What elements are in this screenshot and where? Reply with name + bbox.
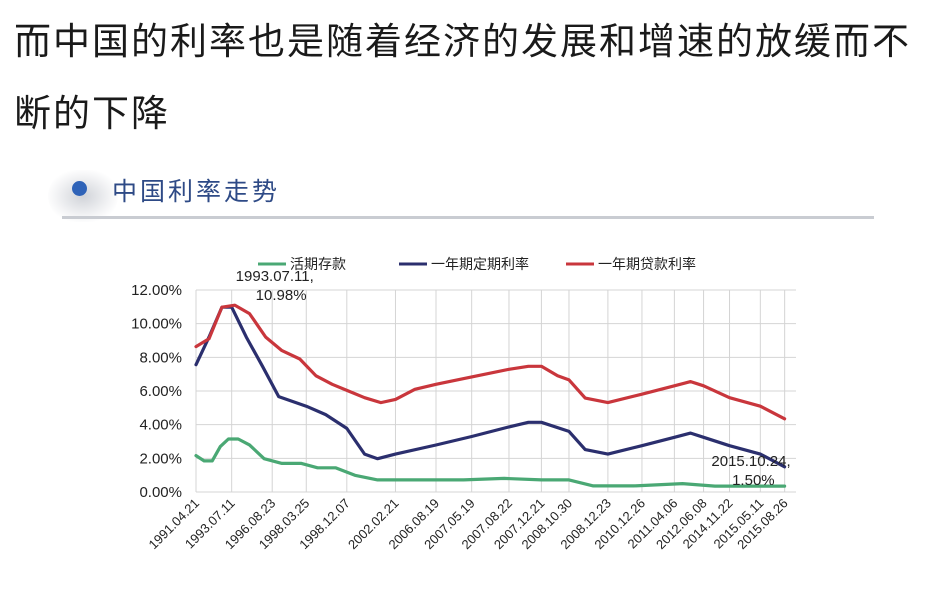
headline: 而中国的利率也是随着经济的发展和增速的放缓而不断的下降 — [14, 20, 911, 135]
legend-label: 活期存款 — [290, 257, 346, 273]
legend-label: 一年期定期利率 — [431, 256, 529, 273]
series-lines — [194, 303, 787, 488]
y-axis-tick-labels: 0.00% 2.00% 4.00% 6.00% 8.00% 10.00% 12.00% — [131, 282, 182, 501]
section-bullet-dot — [72, 181, 87, 196]
legend-label: 一年期贷款利率 — [598, 256, 696, 273]
annotation-end-value: 1.50% — [732, 472, 775, 489]
y-tick-label: 12.00% — [131, 282, 182, 299]
y-tick-label: 10.00% — [131, 316, 182, 333]
annotation-end-date: 2015.10.24, — [711, 453, 790, 470]
section-title: 中国利率走势 — [112, 177, 281, 206]
y-tick-label: 6.00% — [139, 383, 182, 400]
annotation-peak-value: 10.98% — [256, 287, 307, 304]
section-marker-shadow — [48, 170, 118, 222]
y-tick-label: 8.00% — [139, 349, 182, 366]
annotation-peak-date: 1993.07.11, — [236, 268, 314, 285]
legend: 活期存款 一年期定期利率 一年期贷款利率 — [258, 256, 696, 273]
section-header: 中国利率走势 — [40, 160, 880, 230]
gridlines — [195, 289, 796, 493]
x-axis-tick-labels: 1991.04.211993.07.111996.08.231998.03.25… — [145, 496, 790, 553]
y-tick-label: 2.00% — [139, 450, 182, 467]
interest-rate-chart: 0.00% 2.00% 4.00% 6.00% 8.00% 10.00% 12.00% 19… — [131, 256, 796, 553]
series-line — [194, 437, 787, 488]
annotations: 1993.07.11, 10.98% 2015.10.24, 1.50% — [236, 268, 791, 489]
section-divider — [62, 216, 874, 219]
series-line — [194, 305, 787, 469]
y-tick-label: 4.00% — [139, 417, 182, 434]
y-tick-label: 0.00% — [139, 484, 182, 501]
series-line — [194, 303, 787, 421]
